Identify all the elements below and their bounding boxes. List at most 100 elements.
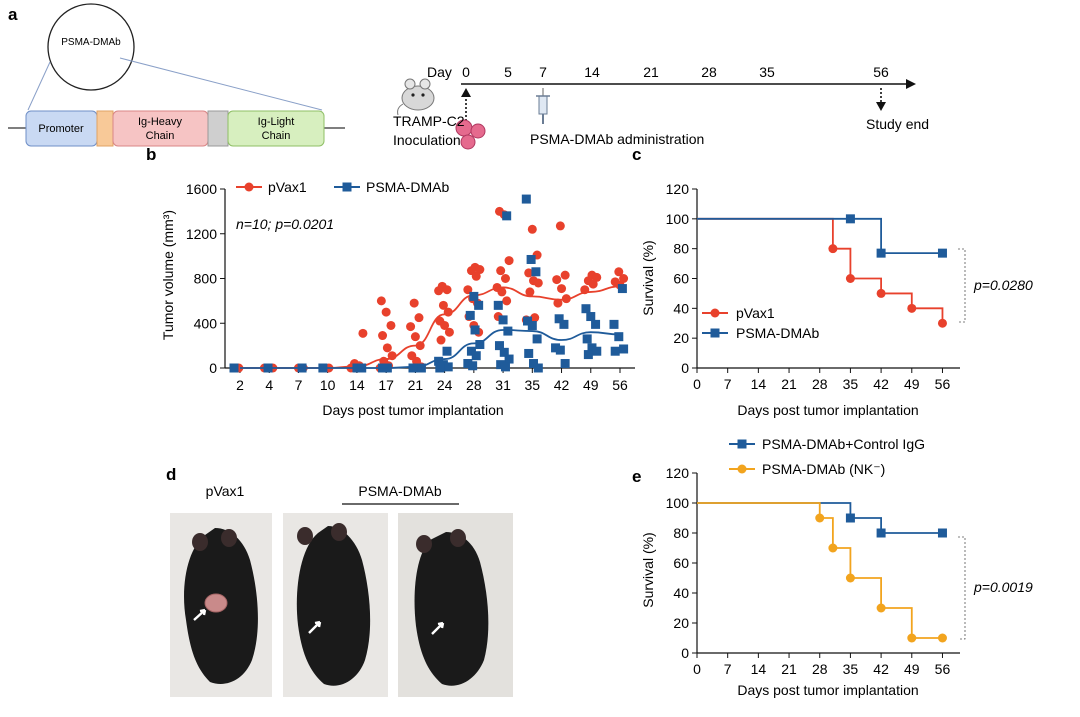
chart-b-point-pvax1	[444, 327, 454, 337]
chart-b-point-pvax1	[442, 285, 452, 295]
panel-e-letter: e	[632, 467, 641, 486]
chart-b-point-psma-dmab	[466, 346, 476, 356]
chart-c-ytick-label: 0	[681, 360, 689, 376]
chart-c-ytick-label: 100	[666, 211, 690, 227]
heavy-chain-label-1: Ig-Heavy	[138, 116, 183, 128]
mouse-ear	[297, 527, 313, 545]
promoter-label: Promoter	[38, 123, 84, 135]
chart-b-point-psma-dmab	[470, 325, 480, 335]
panel-d-letter: d	[166, 465, 176, 484]
chart-e-ytick-label: 40	[673, 585, 689, 601]
tumor-mass	[204, 593, 228, 613]
chart-c-marker-psma-dmab	[937, 248, 947, 258]
chart-e-pvalue: p=0.0019	[973, 579, 1033, 595]
chart-e-xlabel: Days post tumor implantation	[737, 682, 918, 698]
chart-b-point-psma-dmab	[555, 345, 565, 355]
inoculation-arrowhead	[461, 88, 471, 97]
timeline-day-35: 35	[759, 64, 775, 80]
chart-e-marker-psma-dmab-control-igg	[845, 513, 855, 523]
chart-b-xtick-label: 14	[349, 377, 365, 393]
chart-b-point-psma-dmab	[475, 340, 485, 350]
chart-b-point-psma-dmab	[587, 343, 597, 353]
arrow-icon	[193, 608, 207, 621]
chart-c-line-pvax1	[697, 217, 944, 324]
chart-c-xtick-label: 28	[812, 376, 828, 392]
chart-b-point-pvax1	[619, 274, 629, 283]
chart-b-point-psma-dmab	[591, 319, 601, 329]
chart-c-marker-psma-dmab	[876, 248, 886, 258]
chart-b-point-psma-dmab	[609, 319, 619, 329]
light-chain-label-2: Chain	[262, 130, 291, 142]
chart-b-point-psma-dmab	[560, 359, 570, 369]
chart-b-point-pvax1	[378, 331, 388, 341]
plasmid-label: PSMA-DMAb	[61, 37, 121, 48]
light-chain-box	[227, 110, 325, 147]
chart-b-point-psma-dmab	[502, 211, 512, 221]
chart-e-marker-psma-dmab-nk-	[845, 573, 855, 583]
study-end-label: Study end	[866, 116, 929, 132]
chart-c-xtick-label: 35	[843, 376, 859, 392]
chart-b-point-pvax1	[414, 313, 424, 323]
timeline-arrowhead	[906, 79, 916, 89]
timeline-day-14: 14	[584, 64, 600, 80]
legend-e-control-marker	[737, 439, 747, 449]
chart-b-point-psma-dmab	[614, 332, 624, 342]
chart-e-marker-psma-dmab-nk-	[907, 633, 917, 643]
chart-e-xtick-label: 21	[781, 661, 797, 677]
chart-b-xtick-label: 49	[583, 377, 599, 393]
plasmid-circle	[47, 3, 135, 91]
chart-e-xtick-label: 0	[693, 661, 701, 677]
chart-b-point-pvax1	[533, 278, 543, 288]
tumor-cells-icon	[455, 119, 486, 150]
chart-b-point-psma-dmab	[469, 291, 479, 301]
chart-e-line-psma-dmab-control-igg	[697, 502, 943, 534]
chart-c-marker-psma-dmab	[845, 214, 855, 224]
chart-b-point-psma-dmab	[527, 320, 537, 330]
chart-b-xtick-label: 31	[495, 377, 511, 393]
chart-b-point-psma-dmab	[496, 360, 506, 370]
chart-b-point-pvax1	[410, 332, 420, 342]
chart-c-ytick-label: 80	[673, 241, 689, 257]
chart-b-point-psma-dmab	[521, 194, 531, 204]
chart-b-xtick-label: 7	[295, 377, 303, 393]
timeline-day-21: 21	[643, 64, 659, 80]
mouse-body	[414, 532, 489, 686]
chart-c-marker-pvax1	[845, 274, 855, 283]
arrow-icon	[308, 620, 322, 634]
mouse-photo-psma-1	[283, 513, 388, 697]
mouse-ear	[416, 535, 432, 553]
chart-b-point-pvax1	[592, 272, 602, 282]
chart-b-ytick-label: 400	[194, 315, 218, 331]
chart-c-line-psma-dmab	[697, 217, 943, 255]
legend-psma-label: PSMA-DMAb	[366, 179, 449, 195]
leader-box	[96, 110, 114, 147]
legend-pvax1-marker	[244, 182, 254, 192]
panel-c: c Survival (%) Days post tumor implantat…	[632, 145, 1033, 418]
chart-b-point-pvax1	[386, 320, 396, 330]
chart-e-marker-psma-dmab-control-igg	[937, 528, 947, 538]
mouse-ear	[221, 529, 237, 547]
chart-b-xtick-label: 17	[378, 377, 394, 393]
study-end-arrowhead	[876, 102, 886, 111]
chart-b-point-psma-dmab	[463, 359, 473, 369]
mouse-photo-pvax1	[170, 513, 272, 697]
legend-c-pvax1-label: pVax1	[736, 305, 775, 321]
chart-b-point-psma-dmab	[526, 254, 536, 264]
chart-b-point-psma-dmab	[408, 363, 418, 373]
chart-b-point-psma-dmab	[468, 361, 478, 371]
chart-b-point-psma-dmab	[503, 326, 513, 336]
chart-b-point-pvax1	[500, 274, 510, 283]
chart-b-ytick-label: 0	[209, 360, 217, 376]
chart-c-xtick-label: 49	[904, 376, 920, 392]
chart-e-line-psma-dmab-nk-	[697, 502, 943, 639]
chart-b-point-pvax1	[440, 320, 450, 330]
chart-b-xtick-label: 2	[236, 377, 244, 393]
chart-b-point-pvax1	[382, 343, 392, 353]
chart-e-ylabel: Survival (%)	[640, 532, 656, 607]
chart-b-point-pvax1	[471, 271, 481, 281]
chart-c-xtick-label: 0	[693, 376, 701, 392]
chart-e-ytick-label: 60	[673, 555, 689, 571]
chart-b-point-psma-dmab	[531, 267, 541, 277]
chart-e-ytick-label: 20	[673, 615, 689, 631]
